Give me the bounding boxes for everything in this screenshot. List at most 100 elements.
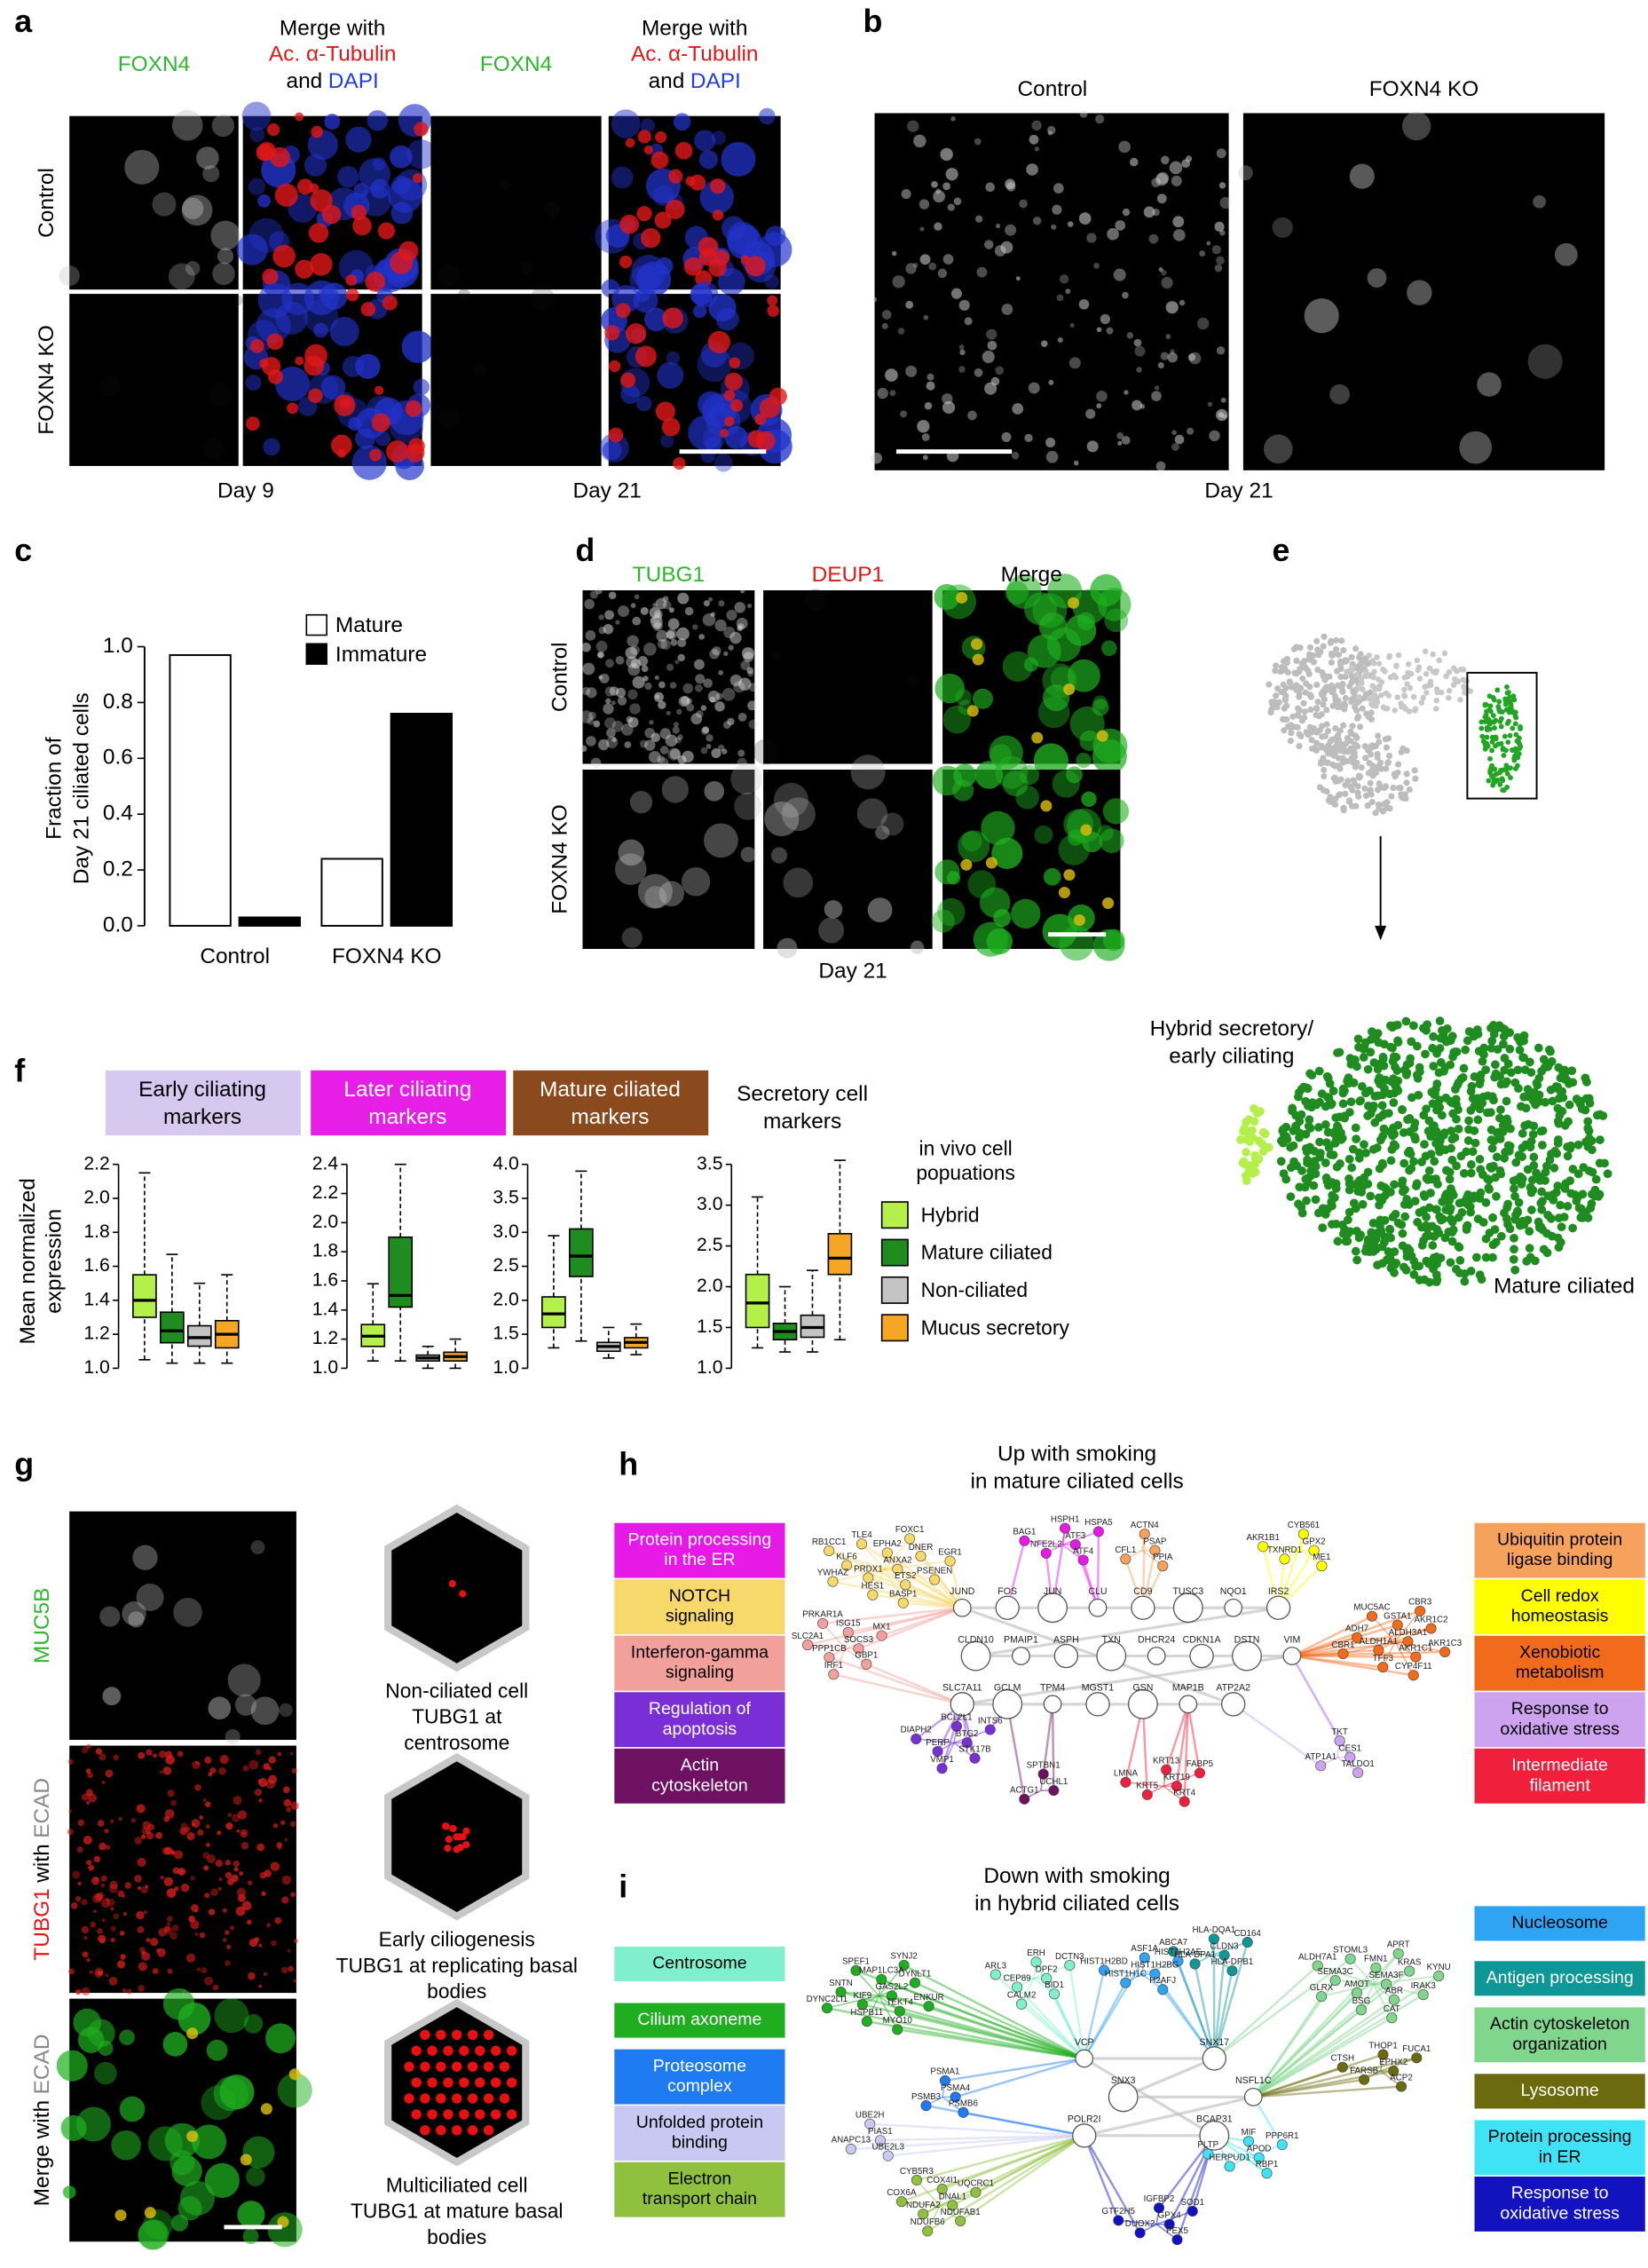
micrograph-texture [1214, 264, 1223, 273]
micrograph-texture [1082, 832, 1103, 853]
cell-dot [1498, 1127, 1508, 1136]
gene-node [1041, 1972, 1053, 1984]
arrow-head [1375, 925, 1387, 941]
label: Day 9 [217, 479, 274, 503]
panel-label: d [575, 533, 595, 568]
cell-dot [1348, 1144, 1358, 1154]
module-box [1474, 1522, 1645, 1578]
micrograph-texture [627, 635, 639, 647]
cell-dot [1273, 692, 1280, 699]
micrograph-texture [164, 1846, 173, 1855]
network-edge [861, 1543, 886, 1570]
cell-dot [1329, 652, 1336, 660]
micrograph-texture [248, 178, 265, 195]
micrograph-texture [654, 211, 672, 229]
micrograph-texture [242, 1765, 249, 1772]
micrograph-texture [1219, 196, 1232, 209]
cell-dot [1302, 665, 1309, 672]
cell-dot [1359, 1053, 1368, 1062]
y-tick-label: 1.0 [312, 1357, 338, 1378]
cell-dot [1360, 1088, 1370, 1098]
micrograph-texture [277, 2216, 289, 2228]
micrograph-texture [543, 201, 561, 217]
gene-label: CYB561 [1288, 1521, 1320, 1530]
gene-node [1344, 1953, 1356, 1964]
micrograph-texture [206, 1842, 210, 1847]
cell-dot [1478, 1170, 1487, 1180]
gene-node [1172, 1956, 1184, 1967]
micrograph-texture [989, 735, 1023, 770]
micrograph-texture [212, 1984, 219, 1991]
micrograph-texture [682, 750, 694, 763]
micrograph-texture [97, 1928, 103, 1934]
micrograph-texture [164, 1809, 175, 1819]
cell-dot [1454, 1105, 1463, 1114]
micrograph-texture [1216, 256, 1225, 265]
cell-dot [1366, 652, 1373, 659]
panel-label: g [14, 1447, 34, 1482]
cell-dot [1408, 1093, 1416, 1102]
gene-node [895, 2196, 907, 2208]
cell-dot [1563, 1151, 1573, 1161]
cell-dot [1275, 699, 1282, 706]
cell-dot [1478, 725, 1485, 731]
micrograph-texture [236, 1829, 240, 1833]
micrograph-texture [685, 176, 696, 186]
micrograph-texture [1066, 766, 1083, 784]
label-part: Merge with [30, 2100, 54, 2206]
gene-node [817, 1617, 829, 1629]
cell-dot [1300, 1182, 1310, 1192]
micrograph-texture [714, 701, 725, 712]
micrograph-texture [746, 604, 753, 609]
gene-node [1179, 1796, 1190, 1807]
micrograph-texture [981, 810, 1015, 846]
micrograph-texture [119, 1931, 125, 1936]
cell-dot [1333, 697, 1340, 705]
micrograph-texture [1063, 869, 1076, 881]
gene-label: SNTN [829, 1979, 853, 1988]
box [745, 1273, 770, 1329]
micrograph-texture [723, 651, 729, 656]
panel-label: a [14, 4, 33, 39]
gene-node [821, 2003, 832, 2014]
y-axis-label: expression [42, 1209, 66, 1314]
hub-node [960, 1640, 991, 1671]
network-edge [1074, 1544, 1100, 1608]
y-tick-label: 3.0 [493, 1221, 518, 1242]
cell-dot [1356, 693, 1362, 700]
basal-body [506, 2109, 517, 2120]
cell-dot [1394, 694, 1400, 700]
micrograph-texture [1132, 399, 1142, 411]
micrograph-texture [686, 698, 692, 705]
micrograph-texture [196, 146, 219, 170]
gene-node [1037, 1768, 1049, 1780]
y-tick-label: 1.6 [312, 1270, 338, 1291]
module-box [614, 2106, 785, 2161]
micrograph-texture [617, 605, 629, 618]
micrograph-texture [390, 145, 413, 169]
gene-label: UQCRC1 [958, 2179, 994, 2189]
x-tick-label: Control [200, 944, 270, 968]
gene-label: CBR3 [1408, 1598, 1431, 1608]
micrograph-texture [738, 677, 752, 691]
gene-label: BID1 [1045, 1980, 1064, 1990]
micrograph-texture [871, 452, 883, 464]
gene-label: PPIA [1153, 1553, 1173, 1562]
network-edge [1291, 1636, 1358, 1657]
micrograph-texture [707, 597, 714, 602]
module-label: cytoskeleton [651, 1775, 748, 1795]
basal-body [452, 2061, 462, 2072]
gene-label: ALDH1A1 [1360, 1637, 1398, 1647]
micrograph-texture [1029, 134, 1039, 145]
network-edge [926, 2104, 1084, 2138]
basal-body [475, 2109, 485, 2120]
micrograph-texture [958, 830, 990, 863]
micrograph-texture [1187, 353, 1196, 361]
gene-node [1392, 1948, 1404, 1959]
gene-label: COX6A [887, 2188, 917, 2198]
chart-title: Secretory cell [737, 1082, 868, 1106]
cell-dot [1596, 1135, 1605, 1145]
gene-label: ACTG1 [1010, 1786, 1039, 1796]
gene-node [1355, 2004, 1367, 2016]
